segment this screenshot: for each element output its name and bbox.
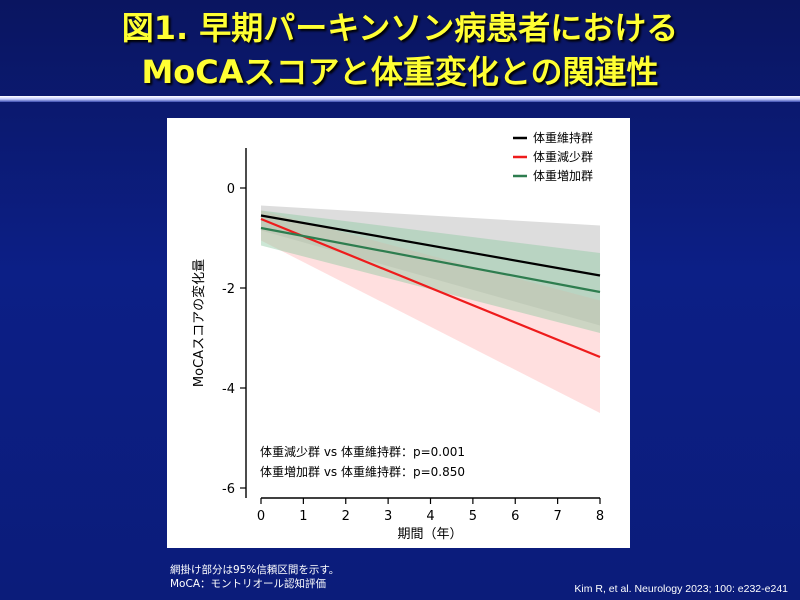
y-axis-label: MoCAスコアの変化量 bbox=[191, 259, 207, 387]
x-tick-label: 7 bbox=[553, 509, 561, 524]
ci-bands bbox=[261, 205, 600, 413]
series-line-maintain bbox=[260, 214, 601, 277]
x-tick-label: 6 bbox=[511, 509, 519, 524]
chart: 0 1 2 3 4 5 6 7 8 0 -2 -4 -6 期間（年） MoCAスコアの変化量 体重維持… bbox=[191, 130, 604, 542]
y-ticks: 0 -2 -4 -6 bbox=[222, 182, 246, 497]
slide-title-line1: 図1. 早期パーキンソン病患者における bbox=[121, 9, 679, 47]
y-tick-label: -4 bbox=[222, 382, 235, 397]
x-tick-label: 3 bbox=[384, 509, 392, 524]
chart-panel: 0 1 2 3 4 5 6 7 8 0 -2 -4 -6 期間（年） MoCAスコアの変化量 体重維持… bbox=[167, 118, 630, 548]
legend-label-gain: 体重増加群 bbox=[533, 169, 593, 183]
y-tick-label: -2 bbox=[222, 282, 235, 297]
title-divider bbox=[0, 96, 800, 102]
x-ticks: 0 1 2 3 4 5 6 7 8 bbox=[257, 498, 604, 524]
x-tick-label: 8 bbox=[596, 509, 604, 524]
footnote-ci: 網掛け部分は95%信頼区間を示す。 bbox=[170, 564, 340, 576]
x-tick-label: 5 bbox=[469, 509, 477, 524]
annotation-p-value-gain: 体重増加群 vs 体重維持群：p=0.850 bbox=[260, 464, 465, 479]
series-line-loss bbox=[260, 217, 601, 359]
citation: Kim R, et al. Neurology 2023; 100: e232-… bbox=[574, 583, 788, 595]
ci-band-loss bbox=[261, 210, 600, 413]
series-line-gain bbox=[260, 226, 601, 294]
slide-title: 図1. 早期パーキンソン病患者における MoCAスコアと体重変化との関連性 bbox=[0, 6, 800, 94]
x-tick-label: 1 bbox=[299, 509, 307, 524]
y-tick-label: -6 bbox=[222, 482, 235, 497]
footnote-moca: MoCA：モントリオール認知評価 bbox=[170, 578, 326, 590]
series-lines bbox=[260, 214, 601, 359]
ci-band-gain bbox=[261, 210, 600, 333]
annotations: 体重減少群 vs 体重維持群：p=0.001 体重増加群 vs 体重維持群：p=… bbox=[260, 444, 465, 479]
legend-label-maintain: 体重維持群 bbox=[533, 130, 593, 145]
y-tick-label: 0 bbox=[227, 182, 235, 197]
x-tick-label: 0 bbox=[257, 509, 265, 524]
x-axis-label: 期間（年） bbox=[397, 527, 462, 542]
annotation-p-value-loss: 体重減少群 vs 体重維持群：p=0.001 bbox=[260, 444, 465, 459]
x-tick-label: 2 bbox=[342, 509, 350, 524]
legend-label-loss: 体重減少群 bbox=[533, 149, 593, 164]
slide-title-line2: MoCAスコアと体重変化との関連性 bbox=[141, 53, 659, 91]
x-tick-label: 4 bbox=[426, 509, 434, 524]
ci-band-maintain bbox=[261, 205, 600, 326]
